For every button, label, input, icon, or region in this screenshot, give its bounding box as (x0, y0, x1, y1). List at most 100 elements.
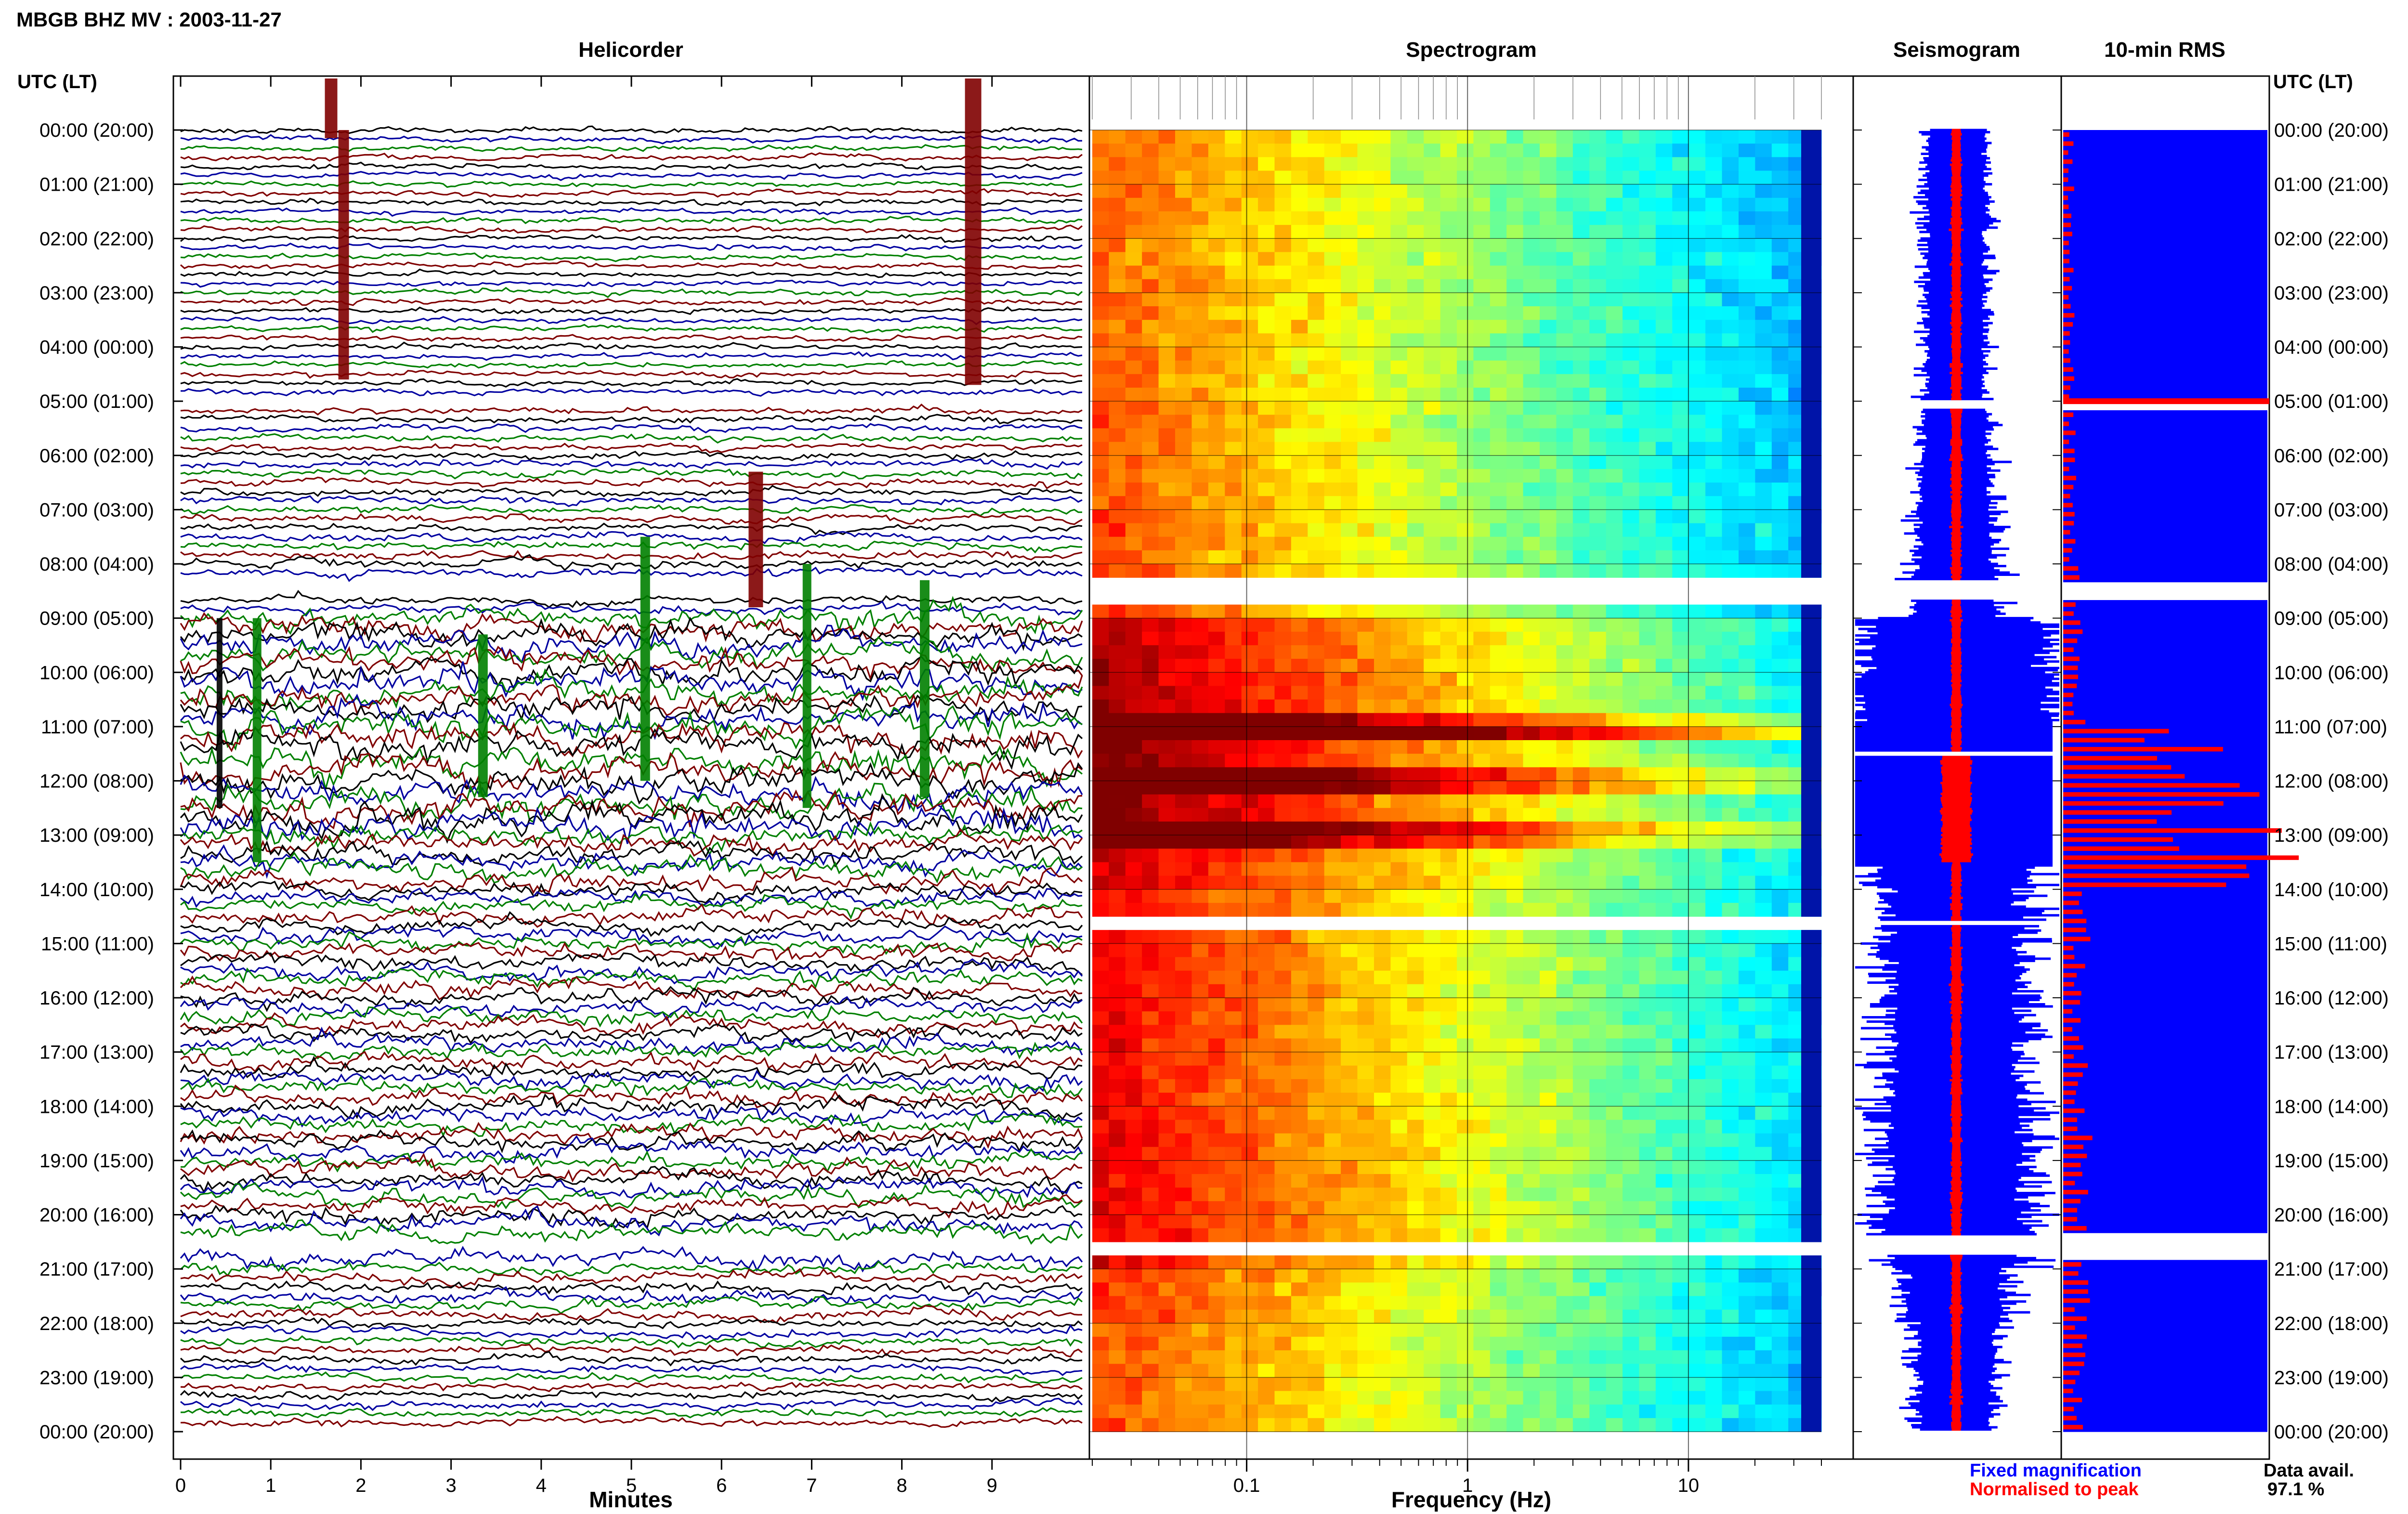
spectrogram-cell (1772, 1147, 1789, 1161)
spectrogram-cell (1606, 1106, 1623, 1120)
spectrogram-cell (1722, 428, 1739, 442)
spectrogram-cell (1440, 1377, 1457, 1391)
spectrogram-cell (1275, 1025, 1292, 1039)
spectrogram-cell (1092, 1350, 1109, 1364)
spectrogram-cell (1557, 374, 1573, 388)
spectrogram-cell (1142, 822, 1159, 835)
spectrogram-cell (1606, 483, 1623, 496)
spectrogram-cell (1308, 509, 1324, 523)
spectrogram-cell (1142, 971, 1159, 985)
spectrogram-cell (1689, 1337, 1706, 1351)
spectrogram-cell (1390, 157, 1407, 171)
spectrogram-cell (1639, 415, 1656, 429)
spectrogram-cell (1242, 1201, 1258, 1215)
spectrogram-cell (1672, 1134, 1689, 1148)
spectrogram-cell (1540, 1147, 1557, 1161)
spectrogram-cell (1457, 835, 1474, 849)
spectrogram-cell (1275, 903, 1292, 917)
spectrogram-cell (1473, 795, 1490, 809)
spectrogram-cell (1242, 672, 1258, 686)
spectrogram-cell (1606, 1201, 1623, 1215)
spectrogram-nyquist-band (1801, 1418, 1821, 1432)
spectrogram-cell (1540, 266, 1557, 280)
spectrogram-cell (1374, 428, 1391, 442)
spectrogram-cell (1358, 361, 1374, 375)
spectrogram-cell (1159, 700, 1176, 714)
spectrogram-cell (1208, 984, 1225, 998)
spectrogram-cell (1407, 1066, 1424, 1080)
spectrogram-cell (1623, 632, 1639, 646)
spectrogram-cell (1606, 659, 1623, 673)
spectrogram-cell (1540, 1310, 1557, 1324)
spectrogram-cell (1739, 632, 1755, 646)
spectrogram-cell (1705, 903, 1722, 917)
spectrogram-cell (1606, 1025, 1623, 1039)
spectrogram-cell (1258, 198, 1275, 212)
spectrogram-cell (1772, 1161, 1789, 1175)
spectrogram-cell (1689, 171, 1706, 185)
spectrogram-cell (1573, 1228, 1590, 1242)
spectrogram-cell (1689, 1147, 1706, 1161)
spectrogram-cell (1540, 1120, 1557, 1134)
spectrogram-cell (1589, 943, 1606, 957)
spectrogram-cell (1374, 943, 1391, 957)
spectrogram-cell (1623, 509, 1639, 523)
spectrogram-cell (1291, 374, 1308, 388)
spectrogram-cell (1175, 686, 1192, 700)
spectrogram-cell (1308, 1147, 1324, 1161)
spectrogram-nyquist-band (1801, 496, 1821, 510)
spectrogram-cell (1358, 266, 1374, 280)
spectrogram-cell (1490, 781, 1507, 795)
spectrogram-cell (1672, 740, 1689, 754)
spectrogram-cell (1390, 740, 1407, 754)
spectrogram-cell (1208, 320, 1225, 334)
spectrogram-cell (1358, 1052, 1374, 1066)
spectrogram-cell (1291, 727, 1308, 741)
spectrogram-cell (1722, 415, 1739, 429)
spectrogram-cell (1672, 388, 1689, 402)
spectrogram-cell (1755, 469, 1772, 483)
spectrogram-cell (1341, 225, 1358, 239)
spectrogram-cell (1192, 1188, 1209, 1201)
spectrogram-cell (1225, 130, 1242, 144)
spectrogram-cell (1390, 483, 1407, 496)
spectrogram-cell (1772, 984, 1789, 998)
spectrogram-cell (1374, 1337, 1391, 1351)
spectrogram-cell (1358, 1310, 1374, 1324)
spectrogram-cell (1142, 157, 1159, 171)
spectrogram-cell (1424, 605, 1440, 619)
spectrogram-cell (1440, 469, 1457, 483)
spectrogram-cell (1192, 1134, 1209, 1148)
spectrogram-cell (1142, 1039, 1159, 1053)
spectrogram-cell (1639, 835, 1656, 849)
spectrogram-cell (1506, 1039, 1523, 1053)
spectrogram-cell (1722, 130, 1739, 144)
spectrogram-cell (1390, 293, 1407, 307)
spectrogram-cell (1291, 1052, 1308, 1066)
spectrogram-cell (1142, 1377, 1159, 1391)
spectrogram-cell (1341, 428, 1358, 442)
spectrogram-cell (1192, 211, 1209, 225)
spectrogram-cell (1109, 713, 1125, 727)
spectrogram-cell (1573, 198, 1590, 212)
spectrogram-cell (1125, 374, 1142, 388)
spectrogram-cell (1291, 713, 1308, 727)
spectrogram-cell (1656, 306, 1673, 320)
spectrogram-cell (1258, 171, 1275, 185)
spectrogram-cell (1606, 1134, 1623, 1148)
spectrogram-cell (1772, 889, 1789, 903)
spectrogram-nyquist-band (1801, 171, 1821, 185)
spectrogram-cell (1440, 1147, 1457, 1161)
spectrogram-cell (1258, 1188, 1275, 1201)
spectrogram-cell (1341, 1364, 1358, 1378)
spectrogram-cell (1573, 550, 1590, 564)
spectrogram-cell (1573, 1337, 1590, 1351)
spectrogram-cell (1705, 1147, 1722, 1161)
spectrogram-cell (1374, 550, 1391, 564)
spectrogram-cell (1656, 971, 1673, 985)
spectrogram-cell (1672, 456, 1689, 470)
spectrogram-cell (1506, 496, 1523, 510)
spectrogram-cell (1672, 1296, 1689, 1310)
spectrogram-cell (1739, 713, 1755, 727)
spectrogram-cell (1589, 509, 1606, 523)
